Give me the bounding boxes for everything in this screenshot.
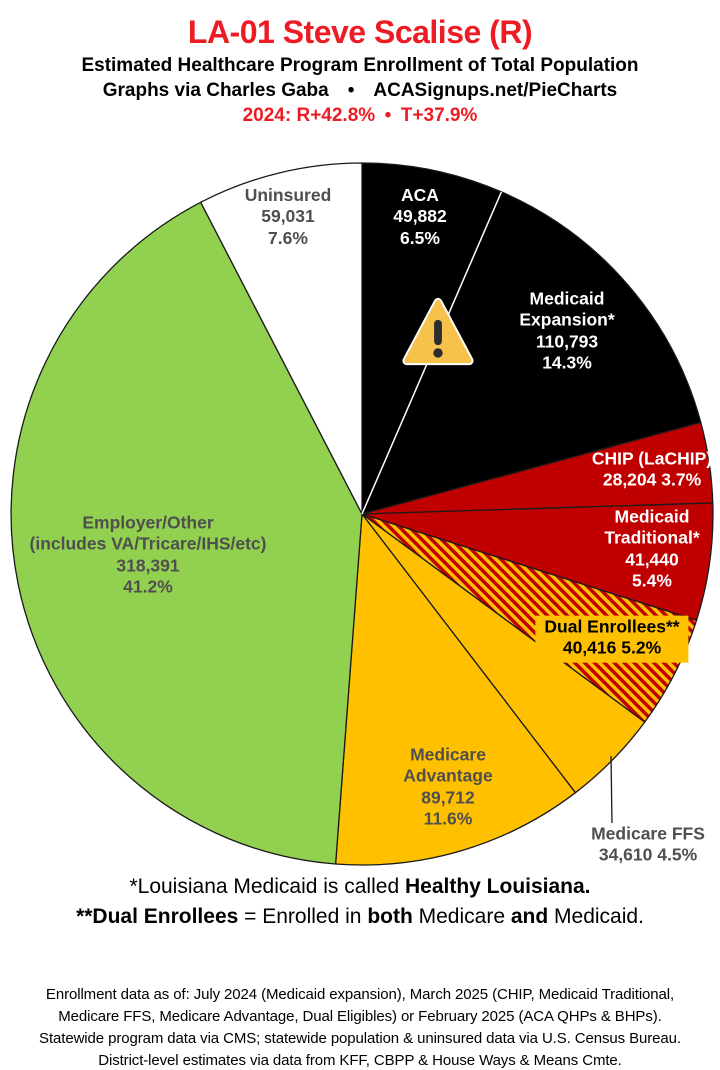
- slice-label-line: 59,031: [261, 206, 315, 227]
- slice-label-line: Medicaid: [529, 288, 605, 309]
- footnotes: *Louisiana Medicaid is called Healthy Lo…: [0, 872, 720, 932]
- slice-label-line: 34,610 4.5%: [598, 845, 698, 865]
- page-title: LA-01 Steve Scalise (R): [187, 14, 533, 50]
- slice-label-line: Medicare: [410, 744, 486, 765]
- slice-label-employer-other: Employer/Other (includes VA/Tricare/IHS/e…: [30, 512, 267, 597]
- slice-label-medicare-advantage: Medicare Advantage 89,712 11.6%: [403, 744, 492, 829]
- slice-label-line: 28,204 3.7%: [602, 470, 702, 490]
- source-line: District-level estimates via data from K…: [98, 1052, 622, 1069]
- slice-label-line: 41.2%: [123, 576, 173, 597]
- warning-exclamation-dot: [433, 348, 443, 358]
- pie-slice-employer-other: [10, 201, 363, 865]
- pie-chart-svg: [10, 162, 714, 866]
- pie-slice-medicare-advantage: [334, 513, 577, 866]
- data-sources-block: Enrollment data as of: July 2024 (Medica…: [0, 984, 720, 1070]
- slice-label-medicare-ffs: Medicare FFS 34,610 4.5%: [591, 824, 705, 867]
- slice-label-line: 6.5%: [400, 227, 440, 248]
- slice-label-line: CHIP (LaCHIP): [591, 448, 713, 469]
- slice-label-line: 110,793: [535, 331, 599, 351]
- slice-label-dual-enrollees: Dual Enrollees** 40,416 5.2%: [535, 615, 689, 663]
- slice-label-line: 11.6%: [423, 808, 473, 829]
- slice-label-line: ACA: [401, 184, 439, 205]
- slice-label-line: 318,391: [116, 555, 180, 575]
- slice-label-aca: ACA 49,882 6.5%: [393, 185, 447, 249]
- slice-label-line: Medicaid: [614, 506, 690, 527]
- slice-label-line: 14.3%: [542, 352, 592, 373]
- slice-label-line: 7.6%: [268, 227, 308, 248]
- slice-label-line: Traditional*: [604, 527, 700, 548]
- pie-chart: ACA 49,882 6.5% Medicaid Expansion* 110,793 14…: [0, 140, 720, 870]
- slice-label-medicaid-traditional: Medicaid Traditional* 41,440 5.4%: [604, 506, 699, 591]
- slice-label-line: Dual Enrollees**: [544, 616, 680, 637]
- slice-label-chip-lachip: CHIP (LaCHIP) 28,204 3.7%: [592, 449, 712, 492]
- slice-label-line: Employer/Other: [82, 512, 214, 533]
- slice-label-line: Medicare FFS: [591, 823, 705, 844]
- slice-label-medicaid-expansion: Medicaid Expansion* 110,793 14.3%: [519, 288, 614, 373]
- pie-slice-medicaid-expansion: [361, 191, 702, 515]
- slice-label-line: Expansion*: [519, 309, 615, 330]
- medicare-ffs-leader-line: [610, 755, 613, 824]
- source-line: Medicare FFS, Medicare Advantage, Dual E…: [58, 1008, 662, 1025]
- slice-label-line: Advantage: [403, 765, 493, 786]
- slice-label-uninsured: Uninsured 59,031 7.6%: [245, 185, 332, 249]
- source-line: Enrollment data as of: July 2024 (Medica…: [45, 986, 675, 1003]
- slice-label-line: 40,416 5.2%: [562, 638, 662, 658]
- source-line: Statewide program data via CMS; statewid…: [39, 1030, 681, 1047]
- pie-slice-uninsured: [200, 162, 363, 515]
- subtitle-attribution: Graphs via Charles Gaba • ACASignups.net…: [102, 80, 618, 101]
- subtitle-enrollment: Estimated Healthcare Program Enrollment …: [81, 55, 639, 76]
- footnote-medicaid-name: *Louisiana Medicaid is called Healthy Lo…: [129, 875, 591, 898]
- slice-label-line: 89,712: [421, 787, 475, 807]
- slice-label-line: 41,440: [625, 549, 679, 569]
- slice-label-line: Uninsured: [244, 184, 332, 205]
- footnote-dual-enrollees: **Dual Enrollees = Enrolled in both Medi…: [76, 905, 644, 928]
- warning-triangle-icon: [401, 294, 475, 371]
- slice-label-line: 49,882: [393, 206, 447, 227]
- stats-line: 2024: R+42.8% • T+37.9%: [242, 105, 478, 126]
- slice-label-line: (includes VA/Tricare/IHS/etc): [29, 533, 267, 554]
- slice-label-line: 5.4%: [632, 570, 672, 591]
- warning-exclamation-bar: [434, 319, 442, 346]
